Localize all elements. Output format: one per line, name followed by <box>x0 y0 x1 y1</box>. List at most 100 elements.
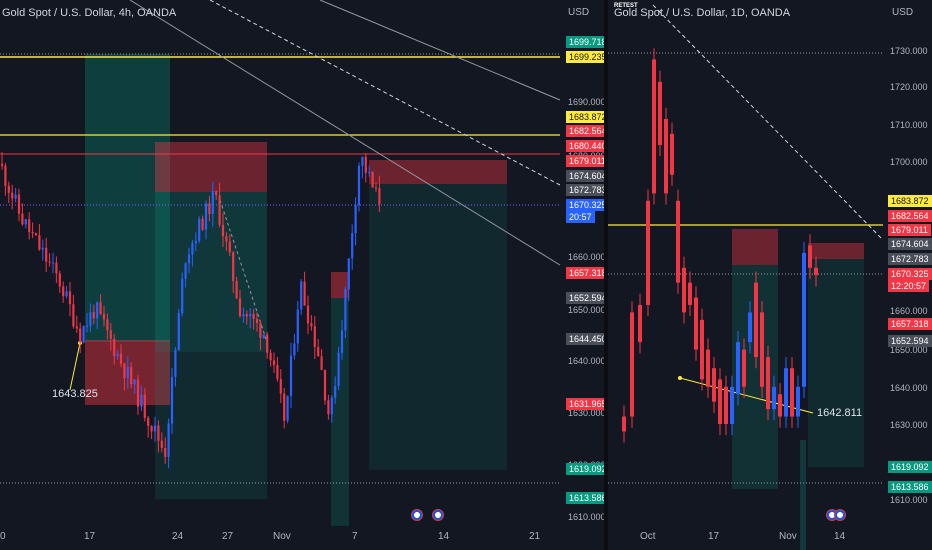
candle <box>153 425 157 432</box>
price-axis-label: 1674.604 <box>566 170 604 182</box>
candle <box>164 448 167 457</box>
price-axis-tick: 1710.000 <box>890 120 928 130</box>
candle <box>96 302 99 319</box>
chart-canvas-1d[interactable] <box>608 0 932 550</box>
candle <box>730 386 734 424</box>
stop-zone <box>155 142 267 192</box>
candle <box>123 363 126 378</box>
candle <box>259 322 262 338</box>
candle <box>802 252 806 387</box>
trend-line <box>319 0 561 101</box>
candle <box>337 352 340 387</box>
chart-pane-1d[interactable]: Gold Spot / U.S. Dollar, 1D, OANDA RETES… <box>608 0 932 550</box>
candle <box>310 323 313 327</box>
candle <box>357 165 361 206</box>
candle <box>378 188 381 205</box>
price-axis-label: 1619.092 <box>566 463 604 475</box>
stop-zone <box>808 243 864 259</box>
candle <box>68 291 72 305</box>
candle <box>279 378 282 394</box>
candle <box>289 355 293 396</box>
stop-zone <box>732 229 778 265</box>
us-flag-event-icon[interactable] <box>432 509 444 521</box>
candle <box>330 397 333 415</box>
candle <box>700 319 704 380</box>
candle <box>174 349 177 377</box>
candle <box>113 338 116 357</box>
candle <box>51 262 55 264</box>
candle <box>255 319 259 323</box>
time-axis-tick: 14 <box>438 531 450 542</box>
candle <box>79 328 82 343</box>
candle <box>760 312 764 387</box>
target-zone <box>800 440 806 550</box>
candle <box>14 194 17 199</box>
candle <box>361 156 364 166</box>
chart-pane-4h[interactable]: Gold Spot / U.S. Dollar, 4h, OANDA USD 1… <box>0 0 604 550</box>
candle <box>364 156 367 173</box>
candle <box>119 353 123 364</box>
candle <box>72 304 75 327</box>
price-axis-label: 1682.564 <box>888 210 932 222</box>
target-zone <box>369 184 507 470</box>
price-axis-label: 1699.235 <box>566 51 604 63</box>
candle <box>706 349 710 387</box>
target-zone <box>85 54 170 342</box>
price-axis-tick: 1660.000 <box>890 306 928 316</box>
retest-label: RETEST <box>614 3 638 9</box>
us-flag-event-icon[interactable] <box>834 509 846 521</box>
chart-canvas-4h[interactable] <box>0 0 604 550</box>
time-axis-tick: 21 <box>529 531 541 542</box>
candle <box>772 386 776 410</box>
candle <box>249 313 252 317</box>
candle <box>245 314 248 317</box>
candle <box>784 368 788 417</box>
candle <box>630 312 634 417</box>
price-axis-label: 1652.594 <box>566 292 604 304</box>
price-axis-tick: 1730.000 <box>890 46 928 56</box>
price-axis-tick: 1630.000 <box>890 420 928 430</box>
price-axis-label: 1682.564 <box>566 125 604 137</box>
time-axis-tick: 24 <box>172 531 184 542</box>
candle <box>754 282 758 358</box>
trend-line <box>209 0 561 186</box>
candle <box>664 118 668 194</box>
candle <box>140 394 143 407</box>
candle <box>157 425 160 441</box>
candle <box>85 325 89 327</box>
candle <box>232 252 235 281</box>
candle <box>622 416 626 432</box>
pane-divider[interactable] <box>604 0 608 550</box>
candle <box>670 133 674 175</box>
currency-label: USD <box>568 7 590 18</box>
candle <box>283 393 286 421</box>
price-axis-label: 1670.325 <box>566 199 604 211</box>
candle <box>109 330 112 339</box>
candle <box>187 254 191 264</box>
time-axis-tick: Nov <box>273 531 291 542</box>
candle <box>221 224 225 237</box>
candle <box>286 395 289 421</box>
time-axis-tick: Nov <box>779 531 797 542</box>
candle <box>7 185 10 193</box>
candle <box>130 367 133 385</box>
price-axis-label: 1619.092 <box>888 461 932 473</box>
us-flag-event-icon[interactable] <box>411 509 423 521</box>
candle <box>238 298 242 317</box>
candle <box>766 357 770 410</box>
price-axis-tick: 1640.000 <box>890 383 928 393</box>
price-axis-tick: 1610.000 <box>568 512 604 522</box>
candle <box>374 187 378 189</box>
time-axis-tick: 0 <box>0 531 6 542</box>
candle <box>194 240 197 244</box>
price-axis-tick: 1650.000 <box>890 345 928 355</box>
candle <box>4 165 7 186</box>
target-zone <box>155 192 267 352</box>
price-axis-label: 1613.586 <box>888 481 932 493</box>
candle <box>748 312 752 343</box>
candle <box>646 200 650 305</box>
chart-title: Gold Spot / U.S. Dollar, 1D, OANDA <box>614 7 791 19</box>
price-axis-label: 1679.011 <box>888 224 931 236</box>
candle <box>228 241 231 253</box>
price-axis-label: 1680.440 <box>566 140 604 152</box>
